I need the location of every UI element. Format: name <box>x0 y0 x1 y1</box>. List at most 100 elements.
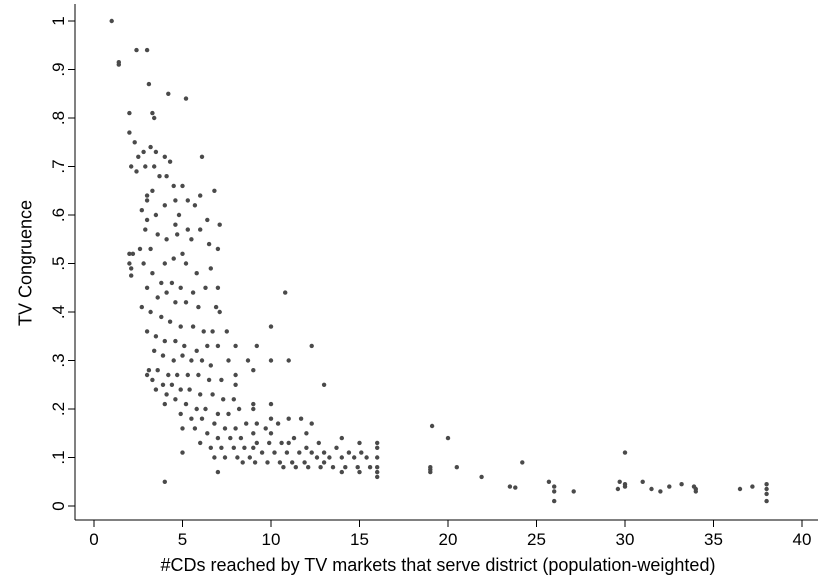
data-point <box>144 285 150 290</box>
data-point <box>180 251 185 256</box>
data-point <box>224 329 229 334</box>
data-point <box>359 450 364 455</box>
y-tick-label: .9 <box>49 62 68 76</box>
data-point <box>247 455 252 460</box>
data-point <box>215 343 221 349</box>
data-point <box>194 406 199 412</box>
data-point <box>546 479 552 484</box>
data-point <box>166 372 171 378</box>
data-point <box>290 460 295 465</box>
data-point <box>277 460 283 465</box>
x-tick-label: 35 <box>704 530 723 549</box>
data-point <box>162 154 167 159</box>
data-point <box>375 445 380 450</box>
data-point <box>552 489 557 494</box>
data-point <box>617 479 622 484</box>
data-point <box>210 329 215 334</box>
data-point <box>235 455 240 460</box>
data-point <box>222 455 228 460</box>
data-point <box>208 363 213 368</box>
data-point <box>268 416 274 421</box>
data-point <box>144 198 150 203</box>
data-point <box>240 460 245 465</box>
data-point <box>185 372 190 378</box>
data-point <box>152 115 157 121</box>
data-point <box>162 401 167 407</box>
data-point <box>194 271 199 276</box>
data-point <box>180 353 185 358</box>
x-axis-ticks: 0 5 10 15 20 25 30 35 40 <box>89 520 811 549</box>
data-point <box>198 193 203 198</box>
x-tick-label: 10 <box>262 530 281 549</box>
data-point <box>355 465 360 470</box>
data-point <box>185 198 190 203</box>
data-point <box>180 450 185 455</box>
data-point <box>233 372 238 378</box>
data-point <box>245 358 251 363</box>
data-point <box>153 387 159 392</box>
data-point <box>180 426 185 431</box>
data-point <box>263 426 268 431</box>
data-point <box>192 426 198 431</box>
data-point <box>231 397 236 402</box>
data-point <box>212 455 217 460</box>
data-point <box>552 484 557 489</box>
y-tick-label: .3 <box>49 353 68 367</box>
data-point <box>297 450 302 455</box>
data-point <box>321 460 327 465</box>
y-axis-title: TV Congruence <box>15 200 35 326</box>
data-point <box>159 280 164 286</box>
data-point <box>196 372 201 378</box>
data-point <box>513 485 518 490</box>
data-point <box>150 377 155 383</box>
data-point <box>219 445 224 450</box>
data-point <box>208 266 213 271</box>
data-point <box>152 164 157 169</box>
data-point <box>143 164 148 169</box>
data-point <box>178 285 183 290</box>
data-point <box>173 300 178 305</box>
y-tick-label: .5 <box>49 256 68 270</box>
data-point <box>134 47 139 53</box>
data-point <box>316 440 321 446</box>
data-point <box>173 338 178 344</box>
data-point <box>127 251 132 256</box>
data-point <box>192 203 198 208</box>
data-point <box>764 491 769 497</box>
y-tick-label: .7 <box>49 159 68 173</box>
data-point <box>167 319 173 324</box>
data-point <box>201 329 206 334</box>
data-point <box>252 460 258 465</box>
x-tick-label: 25 <box>527 530 546 549</box>
data-point <box>187 387 192 392</box>
data-point <box>254 421 259 426</box>
data-point <box>764 482 769 487</box>
data-point <box>203 285 208 290</box>
data-point <box>189 416 194 421</box>
data-point <box>375 474 380 480</box>
data-point <box>428 469 433 475</box>
data-point <box>217 222 222 227</box>
data-point <box>144 193 150 198</box>
data-point <box>171 358 176 363</box>
data-point <box>144 217 150 223</box>
data-point <box>679 482 684 487</box>
data-point <box>160 382 166 387</box>
data-point <box>314 455 320 460</box>
y-tick-label: 0 <box>49 501 68 510</box>
data-point <box>226 358 231 363</box>
data-point <box>259 450 265 455</box>
data-point <box>219 377 224 383</box>
data-point <box>286 440 291 446</box>
data-point <box>321 382 327 387</box>
data-point <box>571 489 576 494</box>
data-points <box>109 18 769 504</box>
data-point <box>233 382 238 387</box>
data-point <box>206 241 212 247</box>
data-point <box>334 445 339 450</box>
data-point <box>175 372 180 378</box>
data-point <box>175 232 180 237</box>
data-point <box>327 455 332 460</box>
data-point <box>284 450 290 455</box>
